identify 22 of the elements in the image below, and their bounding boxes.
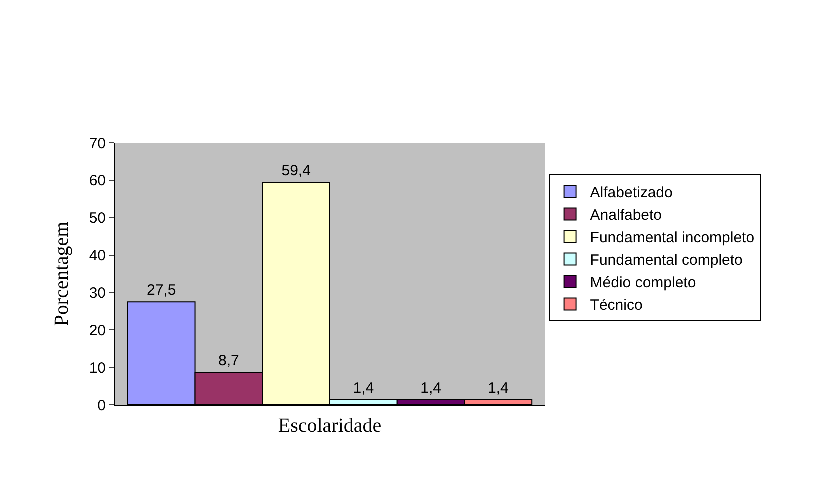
data-label: 1,4 — [420, 380, 442, 397]
y-axis-title: Porcentagem — [50, 221, 73, 326]
y-tick-label: 40 — [89, 248, 106, 265]
y-tick-label: 20 — [89, 322, 106, 340]
data-label: 27,5 — [146, 282, 176, 300]
y-tick-label: 50 — [89, 210, 106, 228]
data-label: 1,4 — [353, 380, 374, 397]
legend-label: Fundamental completo — [590, 252, 743, 270]
y-tick-label: 10 — [89, 360, 106, 377]
legend-label: Fundamental incompleto — [590, 230, 755, 247]
legend-label: Analfabeto — [590, 207, 662, 224]
y-tick-label: 30 — [89, 284, 106, 302]
y-tick-label: 60 — [89, 172, 106, 190]
y-tick-label: 0 — [98, 397, 106, 414]
x-axis-title: Escolaridade — [278, 414, 382, 437]
legend-label: Técnico — [590, 297, 643, 314]
data-label: 1,4 — [488, 380, 509, 397]
legend-label: Alfabetizado — [590, 184, 673, 202]
legend-label: Médio completo — [590, 274, 696, 292]
y-tick-label: 70 — [89, 135, 106, 152]
data-label: 59,4 — [282, 162, 311, 180]
data-label: 8,7 — [218, 352, 240, 370]
